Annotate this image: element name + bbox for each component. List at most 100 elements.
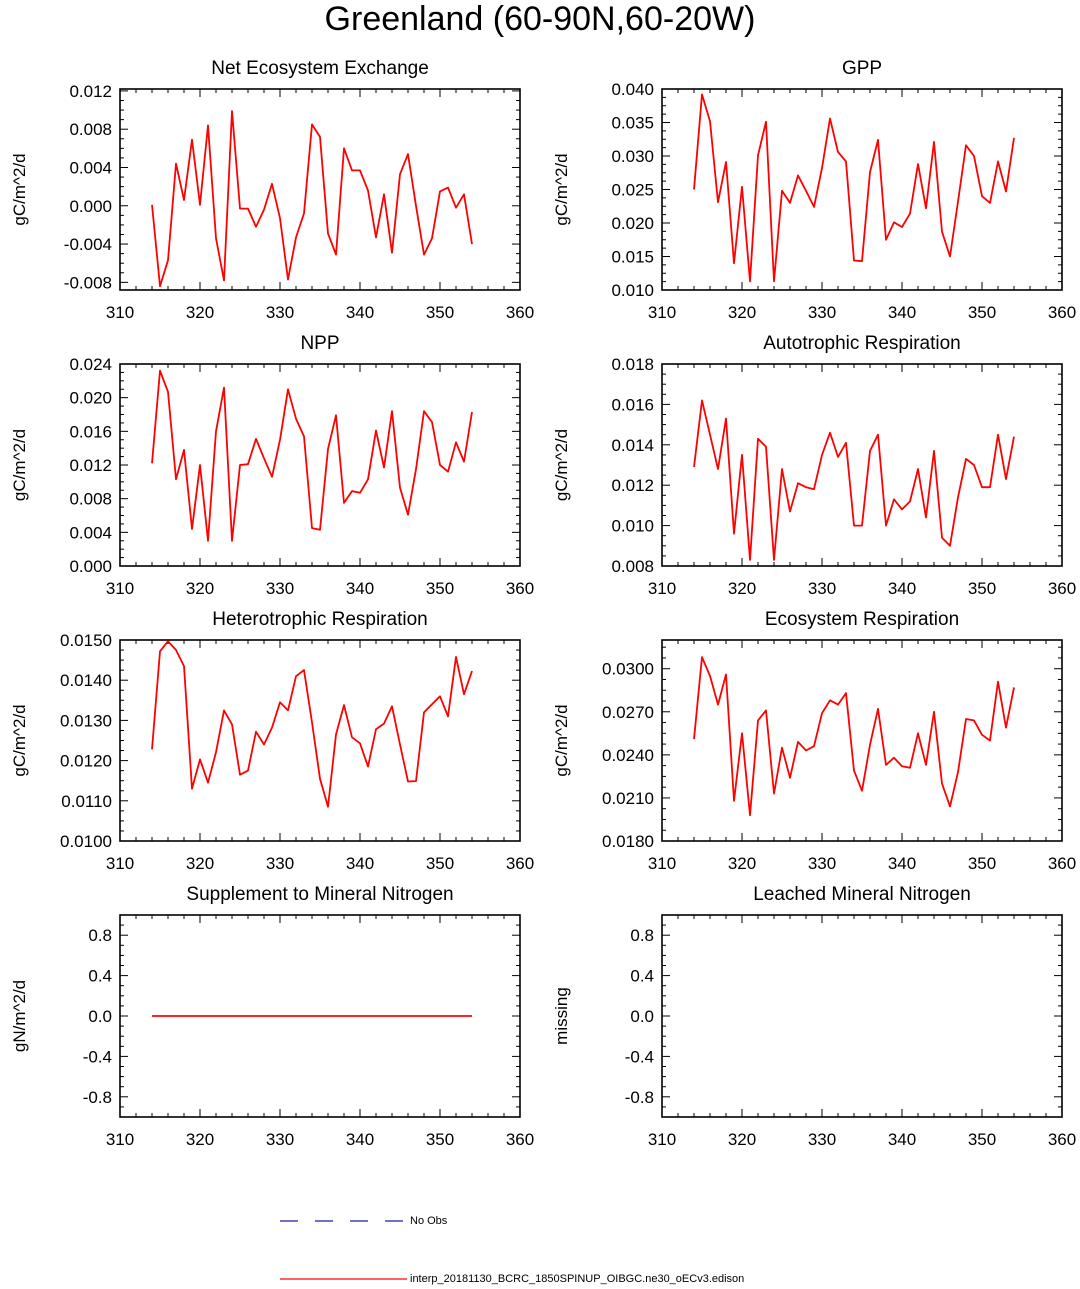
y-axis-label: gC/m^2/d [552,429,571,501]
chart-title: GPP [842,58,882,79]
chart-title: Heterotrophic Respiration [212,609,427,630]
y-tick-label: 0.0300 [602,660,654,679]
y-tick-label: 0.0210 [602,789,654,808]
y-tick-label: 0.035 [611,114,654,133]
y-tick-label: 0.004 [69,158,112,177]
series-line [151,110,473,288]
y-tick-label: -0.004 [64,235,112,254]
x-tick-label: 350 [968,1130,996,1149]
x-tick-label: 350 [968,854,996,873]
y-tick-label: 0.000 [69,557,112,576]
y-tick-label: 0.4 [88,967,112,986]
chart-title: Supplement to Mineral Nitrogen [186,884,453,905]
x-tick-label: 310 [648,579,676,598]
y-tick-label: 0.012 [69,456,112,475]
y-tick-label: 0.4 [630,967,654,986]
series-line [693,656,1015,817]
plot-frame [119,639,521,842]
series-line [693,399,1015,561]
x-tick-label: 320 [186,579,214,598]
x-tick-label: 320 [186,1130,214,1149]
y-tick-label: 0.0140 [60,671,112,690]
series-line [151,369,473,542]
y-tick-label: 0.024 [69,355,112,374]
x-tick-label: 330 [266,579,294,598]
plot-frame [119,88,521,291]
chart-panel-4: Autotrophic Respiration gC/m^2/d 310 320 330… [552,333,1076,598]
x-tick-label: 350 [426,303,454,322]
y-tick-label: 0.010 [611,517,654,536]
x-tick-label: 340 [888,579,916,598]
y-tick-label: 0.012 [611,476,654,495]
y-tick-label: -0.8 [83,1088,112,1107]
x-tick-label: 340 [888,303,916,322]
x-tick-label: 310 [648,303,676,322]
plot-frame [661,363,1063,567]
chart-panel-5: Heterotrophic Respiration gC/m^2/d 310 320 3… [10,609,534,873]
y-tick-label: 0.008 [69,490,112,509]
y-tick-label: 0.025 [611,181,654,200]
x-tick-label: 310 [106,303,134,322]
chart-panel-1: Net Ecosystem Exchange gC/m^2/d 310 320 330 3… [10,58,534,322]
chart-panel-2: GPP gC/m^2/d 310 320 330 340 350 360 0.010 0.015 0… [552,58,1076,322]
y-tick-label: 0.8 [630,926,654,945]
y-tick-label: 0.0 [630,1007,654,1026]
x-tick-label: 330 [808,579,836,598]
x-tick-label: 360 [506,579,534,598]
x-tick-label: 340 [346,1130,374,1149]
chart-title: Net Ecosystem Exchange [211,58,429,79]
x-tick-label: 360 [1048,303,1076,322]
legend-model-line [280,1278,407,1280]
y-tick-label: 0.0130 [60,711,112,730]
y-tick-label: -0.4 [83,1047,112,1066]
y-axis-label: gC/m^2/d [552,704,571,776]
series-line [693,93,1015,283]
plot-frame [661,914,1063,1118]
y-tick-label: -0.008 [64,273,112,292]
y-tick-label: 0.016 [611,395,654,414]
chart-title: Ecosystem Respiration [765,609,959,630]
y-tick-label: 0.012 [69,82,112,101]
y-tick-label: 0.018 [611,355,654,374]
series-line [151,640,473,808]
chart-title: Autotrophic Respiration [763,333,961,354]
x-tick-label: 340 [888,854,916,873]
x-tick-label: 320 [728,303,756,322]
x-tick-label: 340 [888,1130,916,1149]
y-axis-label: missing [552,987,571,1045]
x-tick-label: 320 [186,303,214,322]
y-tick-label: 0.020 [69,389,112,408]
x-tick-label: 320 [728,1130,756,1149]
y-tick-label: 0.008 [611,557,654,576]
x-tick-label: 310 [106,1130,134,1149]
x-tick-label: 350 [968,303,996,322]
y-tick-label: 0.0240 [602,746,654,765]
y-tick-label: 0.010 [611,281,654,300]
y-tick-label: 0.008 [69,120,112,139]
x-tick-label: 340 [346,854,374,873]
x-tick-label: 350 [426,1130,454,1149]
y-tick-label: 0.0100 [60,832,112,851]
y-tick-label: 0.016 [69,422,112,441]
x-tick-label: 350 [426,579,454,598]
x-tick-label: 360 [1048,1130,1076,1149]
x-tick-label: 310 [106,854,134,873]
x-tick-label: 350 [968,579,996,598]
x-tick-label: 360 [506,854,534,873]
y-tick-label: 0.030 [611,147,654,166]
y-tick-label: 0.0180 [602,832,654,851]
legend-obs-line [280,1220,407,1222]
x-tick-label: 360 [1048,579,1076,598]
y-axis-label: gC/m^2/d [552,153,571,225]
y-tick-label: 0.0110 [61,792,112,811]
x-tick-label: 360 [506,303,534,322]
y-axis-label: gC/m^2/d [10,429,29,501]
chart-panel-3: NPP gC/m^2/d 310 320 330 340 350 360 0.000 0.004 0… [10,333,534,598]
y-tick-label: 0.004 [69,523,112,542]
y-tick-label: -0.8 [625,1088,654,1107]
y-tick-label: 0.040 [611,80,654,99]
chart-title: NPP [300,333,339,354]
page-title: Greenland (60-90N,60-20W) [324,0,756,38]
x-tick-label: 310 [106,579,134,598]
